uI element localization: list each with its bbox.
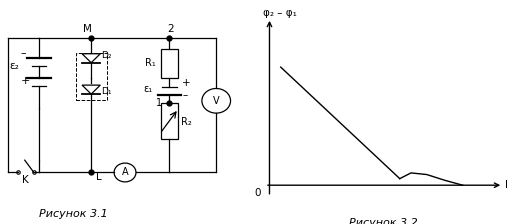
Text: V: V: [213, 96, 219, 106]
Text: 2: 2: [167, 24, 174, 34]
Text: +: +: [182, 78, 191, 88]
Text: L: L: [96, 172, 102, 182]
Text: A: A: [122, 167, 128, 177]
Text: +: +: [20, 76, 30, 86]
Text: ε₂: ε₂: [9, 61, 19, 71]
Text: 0: 0: [254, 188, 260, 198]
Text: I: I: [505, 180, 508, 190]
Text: φ₂ – φ₁: φ₂ – φ₁: [263, 8, 296, 18]
Text: –: –: [20, 48, 26, 58]
Text: R₁: R₁: [144, 58, 155, 68]
Text: Рисунок 3.2: Рисунок 3.2: [349, 218, 417, 224]
Bar: [161, 103, 178, 139]
Text: D₂: D₂: [102, 51, 112, 60]
Text: D₁: D₁: [102, 87, 112, 96]
Text: –: –: [182, 90, 188, 101]
Bar: [161, 49, 178, 78]
Text: R₂: R₂: [181, 117, 192, 127]
Bar: [76, 53, 107, 100]
Text: ε₁: ε₁: [143, 84, 153, 94]
Text: M: M: [83, 24, 92, 34]
Text: Рисунок 3.1: Рисунок 3.1: [39, 209, 107, 219]
Text: 1: 1: [156, 98, 163, 108]
Text: K: K: [22, 174, 29, 185]
